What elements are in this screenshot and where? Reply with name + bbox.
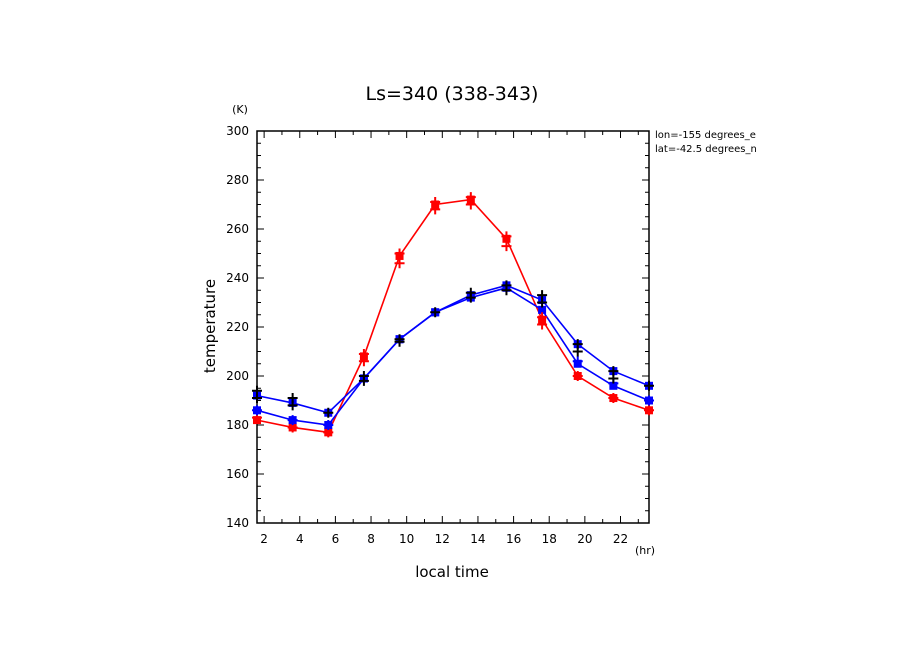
y-tick-label: 240 <box>226 271 249 285</box>
observation-marker-1 <box>287 415 298 426</box>
latitude-annotation: lat=-42.5 degrees_n <box>655 144 757 155</box>
observation-marker-1 <box>572 356 583 367</box>
observation-marker-2 <box>394 336 405 347</box>
observation-marker-0 <box>644 405 654 416</box>
observation-marker-0 <box>394 248 405 259</box>
observation-marker-1 <box>644 395 654 406</box>
observation-marker-0 <box>358 356 369 367</box>
observation-marker-0 <box>394 258 405 269</box>
y-tick-label: 180 <box>226 418 249 432</box>
y-tick-label: 300 <box>226 124 249 138</box>
y-tick-label: 140 <box>226 516 249 530</box>
x-tick-label: 6 <box>332 532 340 546</box>
plot-area: 2 4 6 8 10 12 14 16 18 20 22 140 160 180 200 220 240 260 2… <box>226 124 654 546</box>
x-tick-label: 8 <box>367 532 375 546</box>
longitude-annotation: lon=-155 degrees_e <box>655 130 756 141</box>
series-line-1 <box>256 286 650 426</box>
x-axis-label: local time <box>415 563 489 581</box>
observation-marker-2 <box>572 346 583 357</box>
observation-marker-0 <box>537 319 548 330</box>
observation-marker-2 <box>287 400 298 411</box>
y-tick-label: 200 <box>226 369 249 383</box>
x-tick-label: 12 <box>435 532 450 546</box>
observation-marker-0 <box>430 204 441 215</box>
observation-marker-2 <box>608 373 619 384</box>
observation-marker-0 <box>465 199 476 210</box>
x-tick-label: 2 <box>260 532 268 546</box>
observation-marker-0 <box>608 393 619 404</box>
observation-marker-1 <box>252 405 262 416</box>
y-tick-label: 280 <box>226 173 249 187</box>
observation-marker-0 <box>501 231 512 242</box>
observation-marker-2 <box>501 285 512 296</box>
series-line-0 <box>256 198 650 434</box>
x-tick-label: 10 <box>399 532 414 546</box>
observation-marker-2 <box>430 307 441 318</box>
y-tick-label: 260 <box>226 222 249 236</box>
x-tick-label: 4 <box>296 532 304 546</box>
series-line-2 <box>256 284 650 414</box>
y-axis-label: temperature <box>201 279 219 373</box>
observation-marker-2 <box>358 375 369 386</box>
observation-marker-2 <box>465 292 476 303</box>
observation-marker-0 <box>572 371 583 381</box>
chart-title: Ls=340 (338-343) <box>366 83 539 105</box>
x-tick-label: 22 <box>613 532 628 546</box>
series-point-1 <box>538 305 547 314</box>
observation-marker-2 <box>323 407 334 418</box>
x-tick-label: 16 <box>506 532 521 546</box>
x-tick-label: 20 <box>577 532 592 546</box>
observation-marker-0 <box>501 241 512 252</box>
y-unit-label: (K) <box>232 103 248 116</box>
plot-frame <box>256 130 650 524</box>
observation-marker-1 <box>323 420 334 430</box>
y-tick-label: 160 <box>226 467 249 481</box>
observation-marker-2 <box>644 380 654 391</box>
observation-marker-2 <box>252 393 262 404</box>
x-tick-label: 14 <box>470 532 485 546</box>
observation-marker-2 <box>537 297 548 308</box>
y-tick-label: 220 <box>226 320 249 334</box>
x-unit-label: (hr) <box>635 544 655 557</box>
x-tick-label: 18 <box>542 532 557 546</box>
